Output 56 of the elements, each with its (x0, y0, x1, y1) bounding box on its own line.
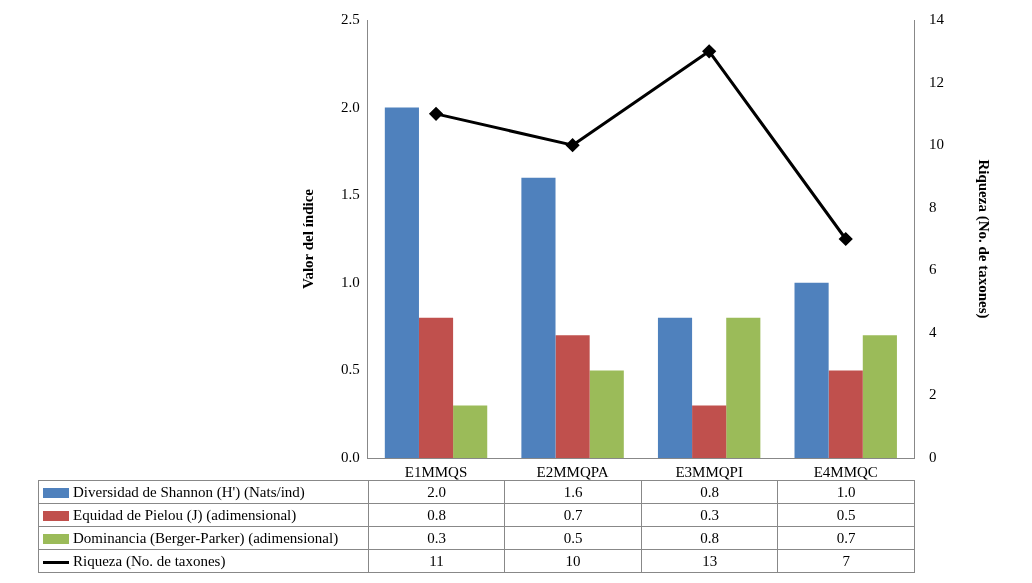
y-tick-label: 2.5 (341, 10, 360, 27)
point (429, 107, 443, 121)
y2-axis-title: Riqueza (No. de taxones) (975, 159, 993, 319)
y2-tick-label: 4 (929, 323, 937, 340)
y-tick-label: 1.0 (341, 273, 360, 290)
y2-tick-label: 8 (929, 198, 937, 215)
bar (862, 335, 897, 458)
y2-tick-label: 10 (929, 136, 944, 153)
data-label: 1.0 (777, 480, 915, 504)
point (702, 44, 716, 58)
bar (555, 335, 590, 458)
data-label: 0.7 (777, 526, 915, 550)
bar (384, 107, 419, 458)
legend-label: Equidad de Pielou (J) (adimensional) (38, 503, 369, 527)
bar (418, 317, 454, 458)
bar (453, 405, 488, 458)
bar (589, 370, 624, 458)
y-tick-label: 1.5 (341, 186, 360, 203)
data-label: 0.3 (641, 503, 778, 527)
legend-label: Diversidad de Shannon (H') (Nats/ind) (38, 480, 369, 504)
bar (726, 317, 761, 458)
legend-label: Riqueza (No. de taxones) (38, 549, 369, 573)
y2-tick-label: 14 (929, 10, 945, 27)
data-label: 0.8 (641, 526, 778, 550)
legend-label: Dominancia (Berger-Parker) (adimensional) (38, 526, 369, 550)
bar (692, 405, 727, 458)
point (566, 138, 580, 152)
y2-tick-label: 0 (929, 448, 937, 465)
x-tick-label: E4MMQC (813, 463, 878, 480)
data-label: 0.8 (641, 480, 778, 504)
data-label: 0.5 (504, 526, 642, 550)
y2-tick-label: 6 (929, 261, 937, 278)
data-label: 0.3 (368, 526, 505, 550)
bar (521, 177, 556, 458)
data-label: 11 (368, 549, 505, 573)
y-tick-label: 0.5 (341, 361, 360, 378)
x-tick-label: E1MMQS (404, 463, 468, 480)
data-label: 13 (641, 549, 778, 573)
data-label: 10 (504, 549, 642, 573)
point (839, 232, 853, 246)
y-tick-label: 2.0 (341, 98, 360, 115)
bar (794, 282, 829, 458)
x-tick-label: E3MMQPI (675, 463, 743, 480)
bar (657, 317, 693, 458)
data-label: 2.0 (368, 480, 505, 504)
y-tick-label: 0.0 (341, 448, 360, 465)
data-label: 0.5 (777, 503, 915, 527)
data-label: 0.7 (504, 503, 642, 527)
bar (828, 370, 863, 458)
data-label: 7 (777, 549, 915, 573)
x-tick-label: E2MMQPA (536, 463, 609, 480)
y2-tick-label: 2 (929, 386, 937, 403)
data-label: 1.6 (504, 480, 642, 504)
y2-tick-label: 12 (929, 73, 944, 90)
data-label: 0.8 (368, 503, 505, 527)
y-axis-title: Valor del índice (299, 188, 316, 290)
